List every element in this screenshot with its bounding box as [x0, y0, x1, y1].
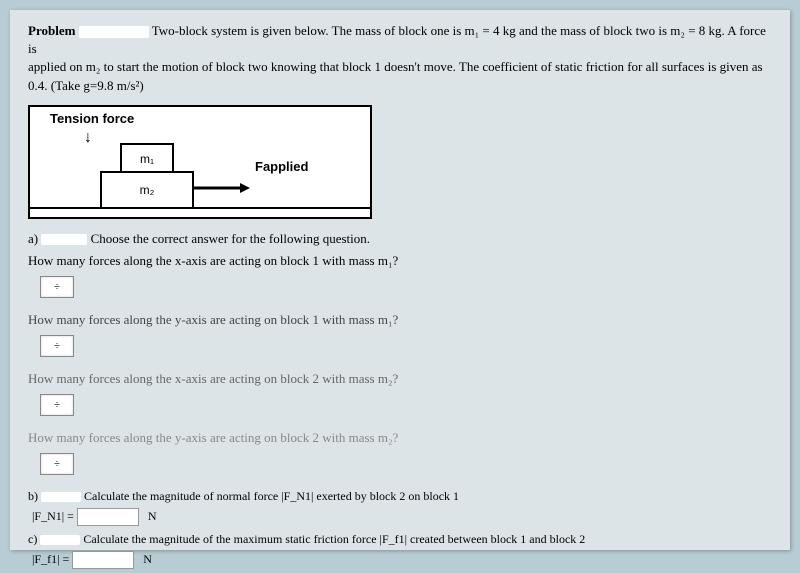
- part-c-answer-line: |F_f1| = N: [32, 551, 772, 569]
- unit-label: N: [148, 509, 157, 523]
- part-c-label: c): [28, 532, 37, 546]
- page-container: Problem Two-block system is given below.…: [10, 10, 790, 550]
- part-b-text: Calculate the magnitude of normal force …: [84, 489, 459, 503]
- answer-input-b[interactable]: [77, 508, 139, 526]
- question-2: How many forces along the y-axis are act…: [28, 312, 772, 328]
- tension-arrow-icon: ↓: [84, 129, 92, 147]
- block-m2: m₂: [100, 171, 194, 209]
- part-a: a) Choose the correct answer for the fol…: [28, 231, 772, 247]
- redaction-bar: [79, 26, 149, 38]
- problem-statement: Problem Two-block system is given below.…: [28, 22, 772, 95]
- part-a-label: a): [28, 231, 38, 246]
- part-b-answer-label: |F_N1| =: [32, 509, 74, 523]
- question-1: How many forces along the x-axis are act…: [28, 253, 772, 269]
- dropdown-q1[interactable]: ÷: [40, 276, 74, 298]
- part-c-text: Calculate the magnitude of the maximum s…: [83, 532, 585, 546]
- diagram: Tension force ↓ m₁ m₂ Fapplied: [28, 105, 372, 219]
- fapplied-arrow-icon: [192, 181, 252, 195]
- redaction-bar: [41, 492, 81, 502]
- part-b-answer-line: |F_N1| = N: [32, 508, 772, 526]
- part-a-text: Choose the correct answer for the follow…: [91, 231, 370, 246]
- part-b: b) Calculate the magnitude of normal for…: [28, 489, 772, 504]
- answer-input-c[interactable]: [72, 551, 134, 569]
- dropdown-q2[interactable]: ÷: [40, 335, 74, 357]
- ground-line: [30, 207, 370, 217]
- problem-text-line3: 0.4. (Take g=9.8 m/s²): [28, 78, 144, 93]
- part-c: c) Calculate the magnitude of the maximu…: [28, 532, 772, 547]
- part-c-answer-label: |F_f1| =: [32, 552, 69, 566]
- problem-label: Problem: [28, 23, 75, 38]
- problem-text-line2: applied on m₂ to start the motion of blo…: [28, 59, 763, 74]
- question-4: How many forces along the y-axis are act…: [28, 430, 772, 446]
- redaction-bar: [40, 535, 80, 545]
- fapplied-label: Fapplied: [255, 159, 308, 174]
- part-b-label: b): [28, 489, 38, 503]
- dropdown-q3[interactable]: ÷: [40, 394, 74, 416]
- redaction-bar: [41, 234, 87, 245]
- dropdown-q4[interactable]: ÷: [40, 453, 74, 475]
- question-3: How many forces along the x-axis are act…: [28, 371, 772, 387]
- tension-label: Tension force: [50, 111, 134, 126]
- unit-label: N: [143, 552, 152, 566]
